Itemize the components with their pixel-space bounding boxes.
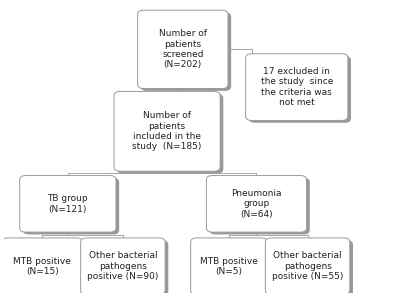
FancyBboxPatch shape [265, 238, 350, 295]
FancyBboxPatch shape [20, 176, 116, 232]
FancyBboxPatch shape [141, 12, 231, 91]
Text: Pneumonia
group
(N=64): Pneumonia group (N=64) [231, 189, 282, 219]
FancyBboxPatch shape [2, 238, 83, 295]
FancyBboxPatch shape [117, 94, 223, 173]
Text: MTB positive
(N=5): MTB positive (N=5) [200, 257, 258, 276]
FancyBboxPatch shape [138, 10, 228, 89]
Text: Other bacterial
pathogens
positive (N=90): Other bacterial pathogens positive (N=90… [87, 251, 158, 281]
FancyBboxPatch shape [246, 54, 348, 120]
FancyBboxPatch shape [210, 178, 310, 234]
FancyBboxPatch shape [249, 56, 351, 123]
FancyBboxPatch shape [84, 240, 168, 296]
FancyBboxPatch shape [191, 238, 267, 295]
FancyBboxPatch shape [269, 240, 353, 296]
Text: Other bacterial
pathogens
positive (N=55): Other bacterial pathogens positive (N=55… [272, 251, 343, 281]
FancyBboxPatch shape [23, 178, 119, 234]
FancyBboxPatch shape [207, 176, 307, 232]
FancyBboxPatch shape [81, 238, 165, 295]
FancyBboxPatch shape [5, 240, 86, 296]
FancyBboxPatch shape [194, 240, 270, 296]
Text: MTB positive
(N=15): MTB positive (N=15) [13, 257, 71, 276]
Text: Number of
patients
included in the
study  (N=185): Number of patients included in the study… [132, 111, 202, 152]
Text: Number of
patients
screened
(N=202): Number of patients screened (N=202) [159, 29, 207, 70]
Text: TB group
(N=121): TB group (N=121) [48, 194, 88, 213]
FancyBboxPatch shape [114, 91, 220, 171]
Text: 17 excluded in
the study  since
the criteria was
not met: 17 excluded in the study since the crite… [261, 67, 333, 107]
